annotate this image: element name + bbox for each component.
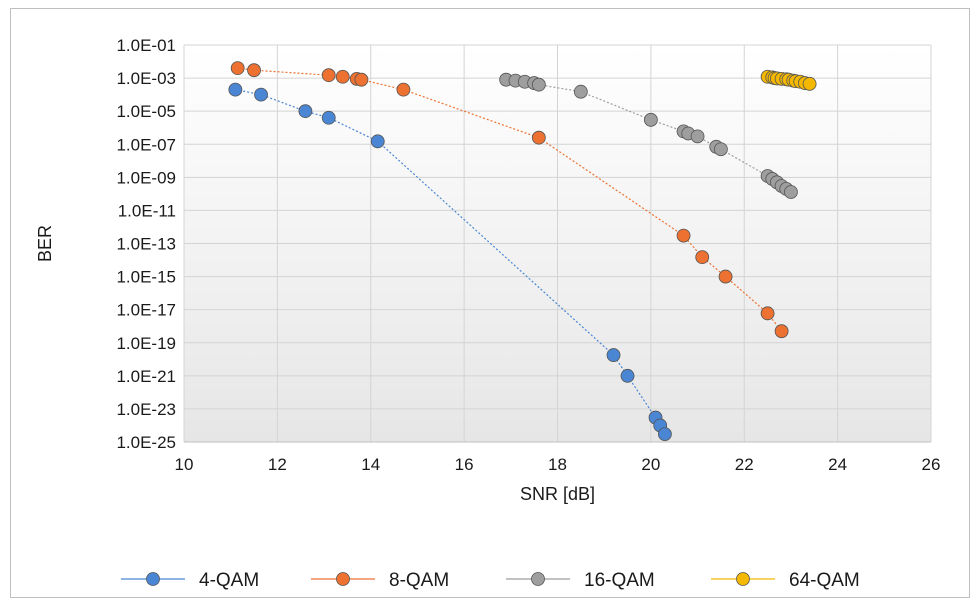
y-axis-title: BER [35, 225, 55, 262]
y-tick-label: 1.0E-25 [116, 433, 176, 452]
data-point [695, 250, 710, 265]
legend-marker [736, 572, 750, 586]
x-tick-label: 14 [361, 455, 380, 474]
data-point [620, 368, 635, 383]
data-point [802, 76, 817, 91]
data-point [714, 142, 728, 157]
data-point [396, 82, 411, 97]
x-tick-label: 18 [548, 455, 567, 474]
y-tick-label: 1.0E-15 [116, 268, 176, 287]
y-tick-label: 1.0E-03 [116, 69, 176, 88]
axes: 1.0E-01 1.0E-03 1.0E-05 1.0E-07 1.0E-09 1.0E-… [116, 36, 940, 474]
data-point [321, 68, 336, 83]
legend-label: 16-QAM [584, 570, 655, 591]
y-tick-label: 1.0E-13 [116, 235, 176, 254]
data-point [254, 87, 268, 102]
data-point [718, 269, 733, 284]
y-tick-label: 1.0E-23 [116, 400, 176, 419]
data-point [657, 427, 672, 442]
data-point [321, 110, 336, 125]
x-tick-label: 22 [735, 455, 754, 474]
data-point [531, 77, 546, 92]
x-tick-label: 20 [641, 455, 660, 474]
data-point [230, 61, 245, 76]
legend: 4-QAM 8-QAM 16-QAM 64-QAM [121, 570, 860, 591]
data-point [676, 228, 691, 243]
x-tick-label: 10 [175, 455, 194, 474]
y-tick-label: 1.0E-07 [116, 135, 176, 154]
data-point [298, 104, 313, 119]
y-tick-label: 1.0E-01 [116, 36, 176, 55]
y-tick-label: 1.0E-11 [118, 201, 176, 220]
legend-entry: 4-QAM [121, 570, 259, 591]
legend-label: 64-QAM [789, 570, 860, 591]
data-point [784, 185, 798, 199]
x-axis-title: SNR [dB] [520, 484, 595, 504]
x-tick-label: 24 [828, 455, 847, 474]
data-point [335, 69, 350, 84]
data-point [247, 63, 261, 78]
trend-line [235, 89, 666, 435]
series-8-QAM [230, 61, 789, 339]
data-point [531, 130, 546, 145]
data-point [354, 72, 369, 87]
chart-svg: 1.0E-01 1.0E-03 1.0E-05 1.0E-07 1.0E-09 1.0E-… [35, 36, 940, 591]
chart-frame: 1.0E-01 1.0E-03 1.0E-05 1.0E-07 1.0E-09 1.0E-… [10, 8, 970, 598]
y-tick-label: 1.0E-17 [116, 301, 176, 320]
legend-entry: 8-QAM [311, 570, 449, 591]
series-16-QAM [499, 72, 798, 199]
data-point [690, 129, 705, 144]
x-tick-label: 26 [922, 455, 941, 474]
y-tick-label: 1.0E-05 [116, 102, 176, 121]
x-tick-label: 16 [455, 455, 474, 474]
legend-marker [336, 572, 350, 586]
legend-entry: 64-QAM [711, 570, 860, 591]
x-tick-label: 12 [268, 455, 287, 474]
legend-marker [531, 572, 545, 586]
data-point [774, 324, 789, 339]
data-point [760, 306, 775, 321]
data-point [606, 348, 621, 362]
legend-marker [146, 572, 160, 586]
y-tick-label: 1.0E-21 [116, 367, 176, 386]
series-4-QAM [228, 82, 672, 442]
legend-entry: 16-QAM [506, 570, 655, 591]
legend-label: 4-QAM [199, 570, 259, 591]
data-point [573, 84, 588, 99]
data-point [643, 112, 658, 127]
legend-label: 8-QAM [389, 570, 449, 591]
y-tick-label: 1.0E-19 [116, 334, 176, 353]
series-64-QAM [760, 69, 817, 91]
data-point [370, 134, 385, 149]
series-layer [228, 61, 817, 442]
y-tick-label: 1.0E-09 [116, 168, 176, 187]
data-point [228, 82, 243, 97]
